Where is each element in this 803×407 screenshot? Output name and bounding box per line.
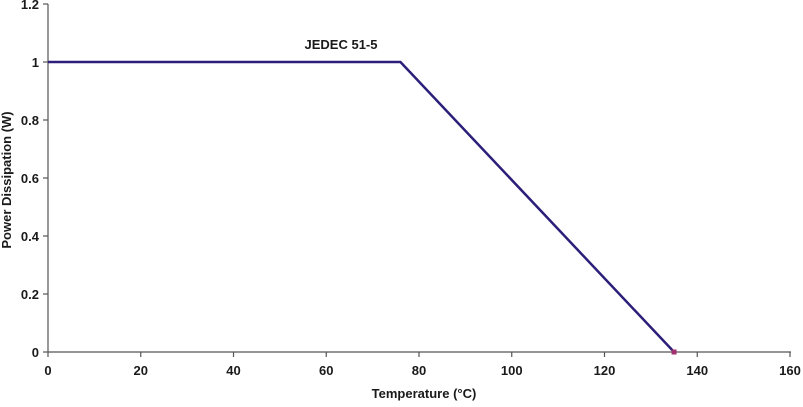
x-tick-label: 120 [594, 363, 616, 378]
x-tick-label: 140 [686, 363, 708, 378]
x-tick-label: 160 [779, 363, 801, 378]
y-axis-label: Power Dissipation (W) [0, 111, 14, 248]
y-tick-label: 0.2 [21, 287, 39, 302]
x-tick-label: 60 [319, 363, 333, 378]
y-tick-label: 1.2 [21, 0, 39, 12]
x-axis-label: Temperature (°C) [372, 386, 477, 401]
y-tick-label: 0.4 [21, 229, 40, 244]
axes: 0 20 40 60 80 100 120 140 160 0 0.2 0.4 0.6 0.8 1 1.2 [21, 0, 801, 378]
series-label: JEDEC 51-5 [305, 37, 378, 52]
y-tick-label: 0.8 [21, 113, 39, 128]
series-line [48, 60, 675, 353]
plot-area [48, 60, 677, 355]
x-tick-label: 20 [134, 363, 148, 378]
y-tick-label: 0.6 [21, 171, 39, 186]
x-tick-label: 100 [501, 363, 523, 378]
x-tick-label: 40 [226, 363, 240, 378]
x-tick-label: 0 [44, 363, 51, 378]
end-point-marker [671, 349, 677, 355]
x-tick-label: 80 [412, 363, 426, 378]
y-tick-label: 0 [32, 345, 39, 360]
y-tick-label: 1 [32, 55, 39, 70]
